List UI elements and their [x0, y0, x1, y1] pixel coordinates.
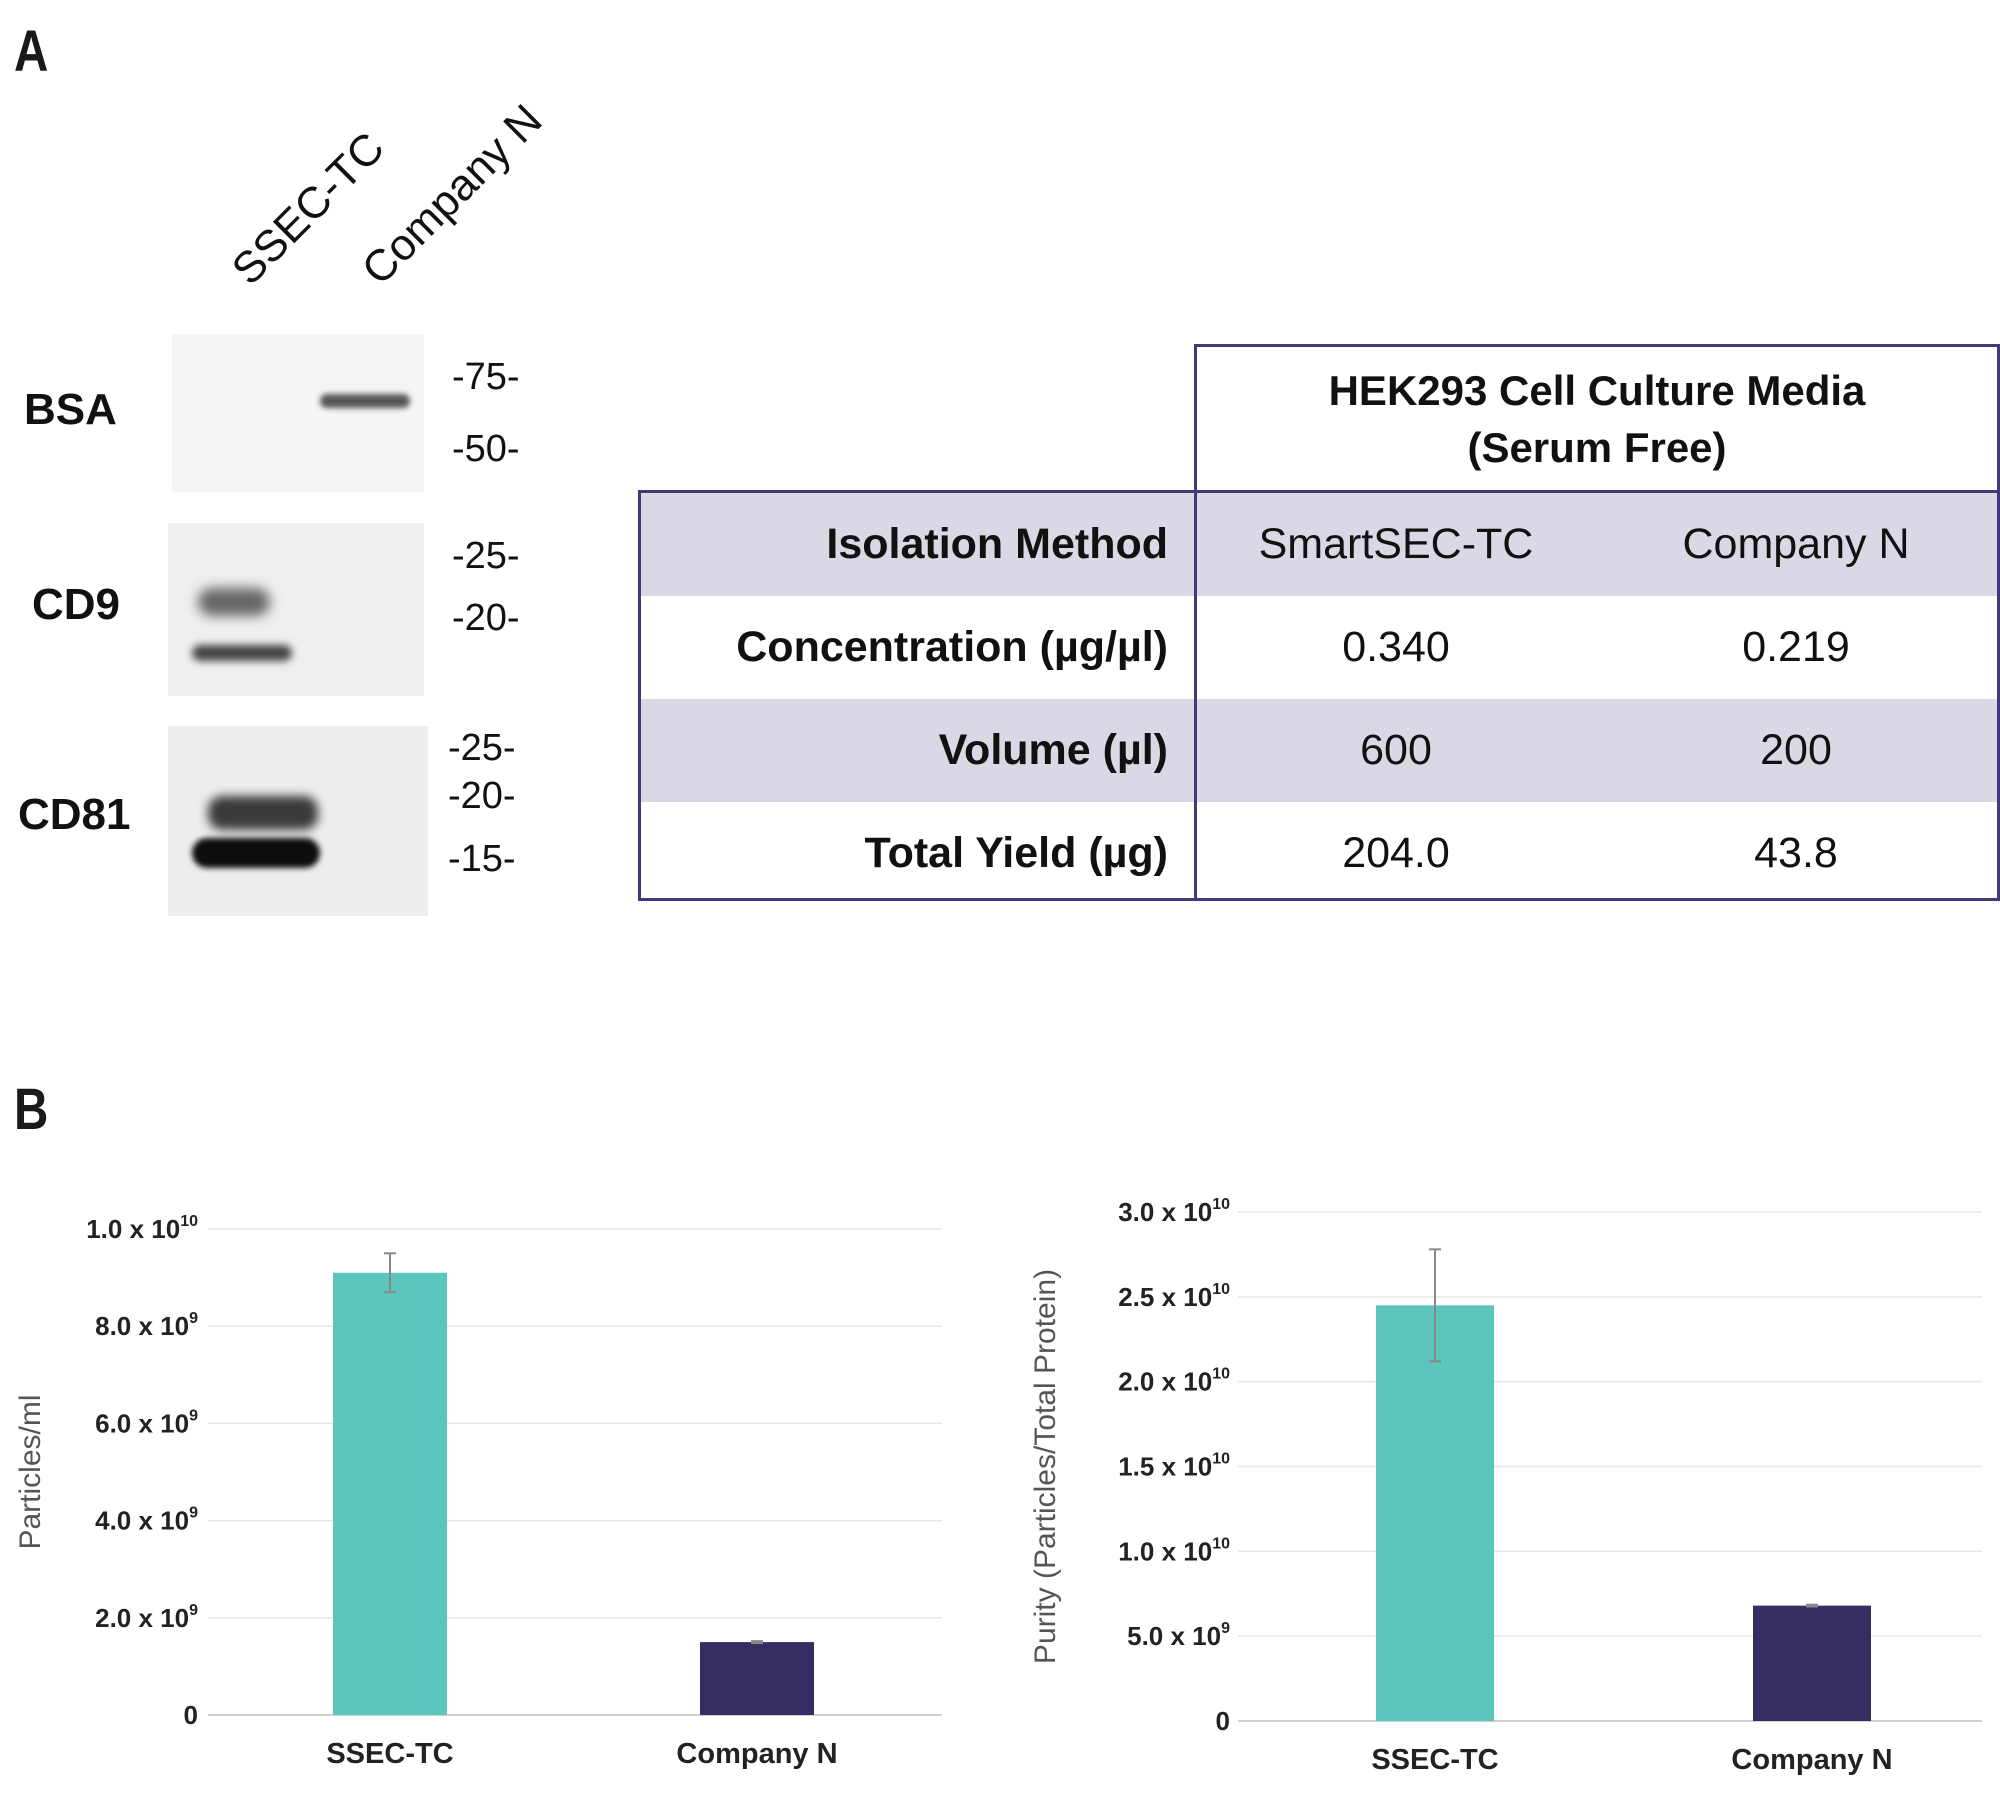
- bar-company-n: [700, 1642, 814, 1715]
- y-tick-label: 1.0 x 1010: [1118, 1535, 1230, 1566]
- table-body: Isolation Method SmartSEC-TC Company N C…: [638, 490, 2000, 901]
- y-tick-label: 4.0 x 109: [95, 1505, 198, 1536]
- y-tick-label: 5.0 x 109: [1127, 1620, 1230, 1651]
- blot-marker: -25-: [452, 535, 520, 577]
- y-axis-label: Purity (Particles/Total Protein): [1029, 1269, 1062, 1664]
- blot-row-label-bsa: BSA: [24, 385, 117, 434]
- table-cell: 0.340: [1342, 623, 1450, 671]
- y-tick-label: 8.0 x 109: [95, 1310, 198, 1341]
- chart-particles-per-ml: 0 2.0 x 109 4.0 x 109 6.0 x 109 8.0 x 109 1.0…: [14, 1213, 942, 1770]
- table-row-label: Total Yield (µg): [864, 829, 1168, 877]
- y-tick-label: 0: [1216, 1706, 1230, 1736]
- blot-band: [320, 394, 410, 408]
- blot-marker: -25-: [448, 727, 516, 769]
- table-cell: 0.219: [1742, 623, 1850, 671]
- bar-ssec-tc: [1376, 1305, 1494, 1721]
- y-tick-label: 1.0 x 1010: [86, 1213, 198, 1244]
- table-cell: 204.0: [1342, 829, 1450, 877]
- x-tick-label: SSEC-TC: [1371, 1744, 1498, 1776]
- blot-marker: -50-: [452, 428, 520, 470]
- table-row: Volume (µl) 600 200: [641, 699, 1997, 802]
- x-tick-label: Company N: [676, 1738, 837, 1770]
- blot-row-label-cd81: CD81: [18, 790, 131, 839]
- y-tick-label: 1.5 x 1010: [1118, 1451, 1230, 1482]
- table-divider: [1194, 493, 1197, 898]
- table-row-label: Volume (µl): [938, 726, 1168, 774]
- y-tick-label: 6.0 x 109: [95, 1407, 198, 1438]
- chart-purity: 0 5.0 x 109 1.0 x 1010 1.5 x 1010 2.0 x 1010…: [1029, 1196, 1982, 1776]
- table-cell: SmartSEC-TC: [1258, 520, 1534, 568]
- y-axis-label: Particles/ml: [14, 1394, 47, 1549]
- blot-row-label-cd9: CD9: [32, 580, 121, 629]
- bar-ssec-tc: [333, 1272, 447, 1715]
- blot-image-cd81: [168, 726, 428, 916]
- table-header-line1: HEK293 Cell Culture Media: [1328, 366, 1866, 414]
- table-row-label: Concentration (µg/µl): [736, 623, 1168, 671]
- table-row: Concentration (µg/µl) 0.340 0.219: [641, 596, 1997, 699]
- panel-b-label: B: [14, 1077, 49, 1142]
- y-tick-label: 2.0 x 1010: [1118, 1366, 1230, 1397]
- blot-marker: -20-: [448, 775, 516, 817]
- table-cell: Company N: [1682, 520, 1910, 568]
- table-row: Total Yield (µg) 204.0 43.8: [641, 802, 1997, 905]
- panel-a-label: A: [14, 19, 49, 84]
- table-cell: 600: [1360, 726, 1432, 774]
- table-header: HEK293 Cell Culture Media (Serum Free): [1194, 344, 2000, 492]
- bar-company-n: [1753, 1605, 1871, 1721]
- blot-marker: -75-: [452, 356, 520, 398]
- blot-image-cd9: [168, 523, 424, 696]
- y-tick-label: 0: [184, 1700, 198, 1730]
- blot-band: [198, 588, 270, 616]
- blot-band: [192, 838, 320, 868]
- blot-band: [208, 796, 318, 830]
- y-tick-label: 2.0 x 109: [95, 1602, 198, 1633]
- blot-marker: -15-: [448, 838, 516, 880]
- table-header-line2: (Serum Free): [1467, 423, 1727, 471]
- blot-marker: -20-: [452, 597, 520, 639]
- table-row-label: Isolation Method: [826, 520, 1168, 568]
- table-row: Isolation Method SmartSEC-TC Company N: [641, 493, 1997, 596]
- x-tick-label: Company N: [1731, 1744, 1892, 1776]
- lane-label-company-n: Company N: [352, 95, 552, 295]
- blot-image-bsa: [172, 334, 424, 492]
- x-tick-label: SSEC-TC: [326, 1738, 453, 1770]
- y-tick-label: 3.0 x 1010: [1118, 1196, 1230, 1227]
- table-cell: 200: [1760, 726, 1832, 774]
- y-tick-label: 2.5 x 1010: [1118, 1281, 1230, 1312]
- blot-band: [192, 645, 292, 661]
- table-cell: 43.8: [1754, 829, 1838, 877]
